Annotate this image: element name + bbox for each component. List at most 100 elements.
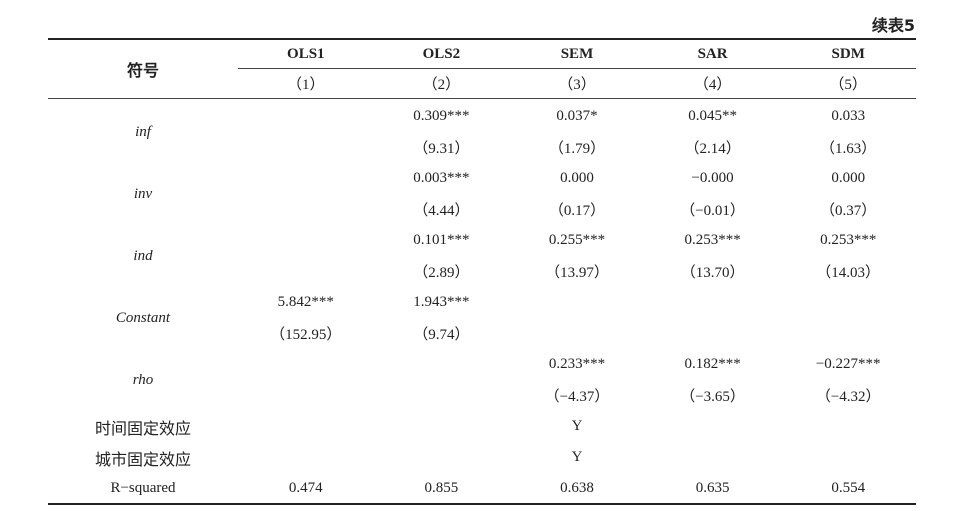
row-label-city-fe: 城市固定效应 <box>94 449 191 469</box>
tstat-cell: （13.97） <box>545 265 609 281</box>
table-row: Constant 5.842*** 1.943*** <box>48 287 916 326</box>
tstat-cell: （0.17） <box>548 203 606 219</box>
model-header-ols2: OLS2 <box>373 38 510 69</box>
tstat-cell <box>645 318 781 349</box>
fe-cell <box>238 442 374 473</box>
coef-cell: 0.182*** <box>684 356 741 372</box>
row-label-time-fe: 时间固定效应 <box>94 418 191 438</box>
coef-cell: 0.309*** <box>413 108 470 124</box>
fe-cell <box>374 442 510 473</box>
table-row: 城市固定效应 Y <box>48 442 916 473</box>
symbol-header: 符号 <box>48 38 238 99</box>
fe-cell <box>645 442 781 473</box>
row-label-r-squared: R−squared <box>48 473 238 505</box>
tstat-cell: （1.79） <box>548 141 606 157</box>
tstat-cell: （9.74） <box>413 327 470 343</box>
tstat-cell <box>238 380 374 411</box>
model-number-1: （1） <box>238 68 374 99</box>
coef-cell: 0.003*** <box>413 170 470 186</box>
tstat-cell: （−3.65） <box>680 389 745 405</box>
tstat-cell: （14.03） <box>816 265 881 281</box>
model-number-3: （3） <box>509 68 645 99</box>
coef-cell: 5.842*** <box>277 294 334 310</box>
coef-cell: −0.000 <box>691 170 734 186</box>
fe-cell: Y <box>571 449 583 465</box>
rsq-cell: 0.635 <box>644 473 781 505</box>
row-label-constant: Constant <box>115 309 171 326</box>
coef-cell: 0.253*** <box>684 232 741 248</box>
fe-cell <box>780 411 916 442</box>
coef-cell: 0.033 <box>831 108 866 124</box>
coef-cell: 0.101*** <box>413 232 470 248</box>
tstat-cell: （13.70） <box>680 265 745 281</box>
coef-cell <box>238 349 374 380</box>
tstat-cell: （152.95） <box>270 327 342 343</box>
tstat-cell <box>780 318 916 349</box>
model-header-sar: SAR <box>644 38 781 69</box>
model-number-2: （2） <box>373 68 510 99</box>
tstat-cell <box>238 256 374 287</box>
coef-cell <box>374 349 510 380</box>
rsq-cell: 0.855 <box>373 473 510 505</box>
row-label-inf: inf <box>135 123 151 140</box>
fe-cell <box>374 411 510 442</box>
model-header-sdm: SDM <box>780 38 916 69</box>
row-label-inv: inv <box>133 185 153 202</box>
model-number-4: （4） <box>644 68 781 99</box>
table-row: （2.89） （13.97） （13.70） （14.03） <box>48 256 916 287</box>
table-row: 时间固定效应 Y <box>48 411 916 442</box>
coef-cell: 0.000 <box>560 170 594 186</box>
coef-cell <box>238 225 374 256</box>
tstat-cell: （−4.37） <box>544 389 610 405</box>
tstat-cell <box>509 318 645 349</box>
coef-cell: 1.943*** <box>413 294 470 310</box>
row-label-rho: rho <box>132 371 154 388</box>
rsq-cell: 0.474 <box>238 473 374 505</box>
tstat-cell: （−4.32） <box>815 389 881 405</box>
tstat-cell: （9.31） <box>413 141 470 157</box>
coef-cell <box>238 99 374 133</box>
coef-cell: 0.233*** <box>548 356 606 372</box>
coef-cell: −0.227*** <box>815 356 881 372</box>
fe-cell <box>780 442 916 473</box>
table-row: ind 0.101*** 0.255*** 0.253*** 0.253*** <box>48 225 916 264</box>
header-row-models: 符号 OLS1 OLS2 SEM SAR SDM <box>48 38 916 99</box>
fe-cell: Y <box>571 418 583 434</box>
tstat-cell: （0.37） <box>820 203 877 219</box>
model-header-ols1: OLS1 <box>238 38 374 69</box>
table-row: rho 0.233*** 0.182*** −0.227*** <box>48 349 916 388</box>
model-header-sem: SEM <box>509 38 645 69</box>
table-row: （9.31） （1.79） （2.14） （1.63） <box>48 132 916 163</box>
table-row: （152.95） （9.74） <box>48 318 916 349</box>
table-caption: 续表5 <box>871 16 915 35</box>
coef-cell <box>238 163 374 194</box>
table-row: R−squared 0.474 0.855 0.638 0.635 0.554 <box>48 473 916 505</box>
tstat-cell: （1.63） <box>820 141 877 157</box>
fe-cell <box>645 411 781 442</box>
table-row: （−4.37） （−3.65） （−4.32） <box>48 380 916 411</box>
table-row: inv 0.003*** 0.000 −0.000 0.000 <box>48 163 916 202</box>
header-row-numbers: （1） （2） （3） （4） （5） <box>48 68 916 99</box>
tstat-cell <box>374 380 510 411</box>
tstat-cell: （4.44） <box>413 203 470 219</box>
coef-cell: 0.253*** <box>820 232 877 248</box>
table-row: （4.44） （0.17） （−0.01） （0.37） <box>48 194 916 225</box>
coef-cell <box>645 287 781 318</box>
tstat-cell: （−0.01） <box>680 203 745 219</box>
tstat-cell: （2.89） <box>413 265 470 281</box>
coef-cell: 0.045** <box>688 108 737 124</box>
coef-cell: 0.037* <box>556 108 598 124</box>
coef-cell <box>509 287 645 318</box>
fe-cell <box>238 411 374 442</box>
tstat-cell <box>238 194 374 225</box>
row-label-ind: ind <box>133 247 153 264</box>
tstat-cell <box>238 132 374 163</box>
regression-table: 符号 OLS1 OLS2 SEM SAR SDM （1） （2） （3） （4）… <box>48 38 916 505</box>
rsq-cell: 0.554 <box>780 473 916 505</box>
model-number-5: （5） <box>780 68 916 99</box>
tstat-cell: （2.14） <box>684 141 741 157</box>
coef-cell: 0.000 <box>831 170 866 186</box>
coef-cell: 0.255*** <box>548 232 606 248</box>
rsq-cell: 0.638 <box>509 473 645 505</box>
coef-cell <box>780 287 916 318</box>
